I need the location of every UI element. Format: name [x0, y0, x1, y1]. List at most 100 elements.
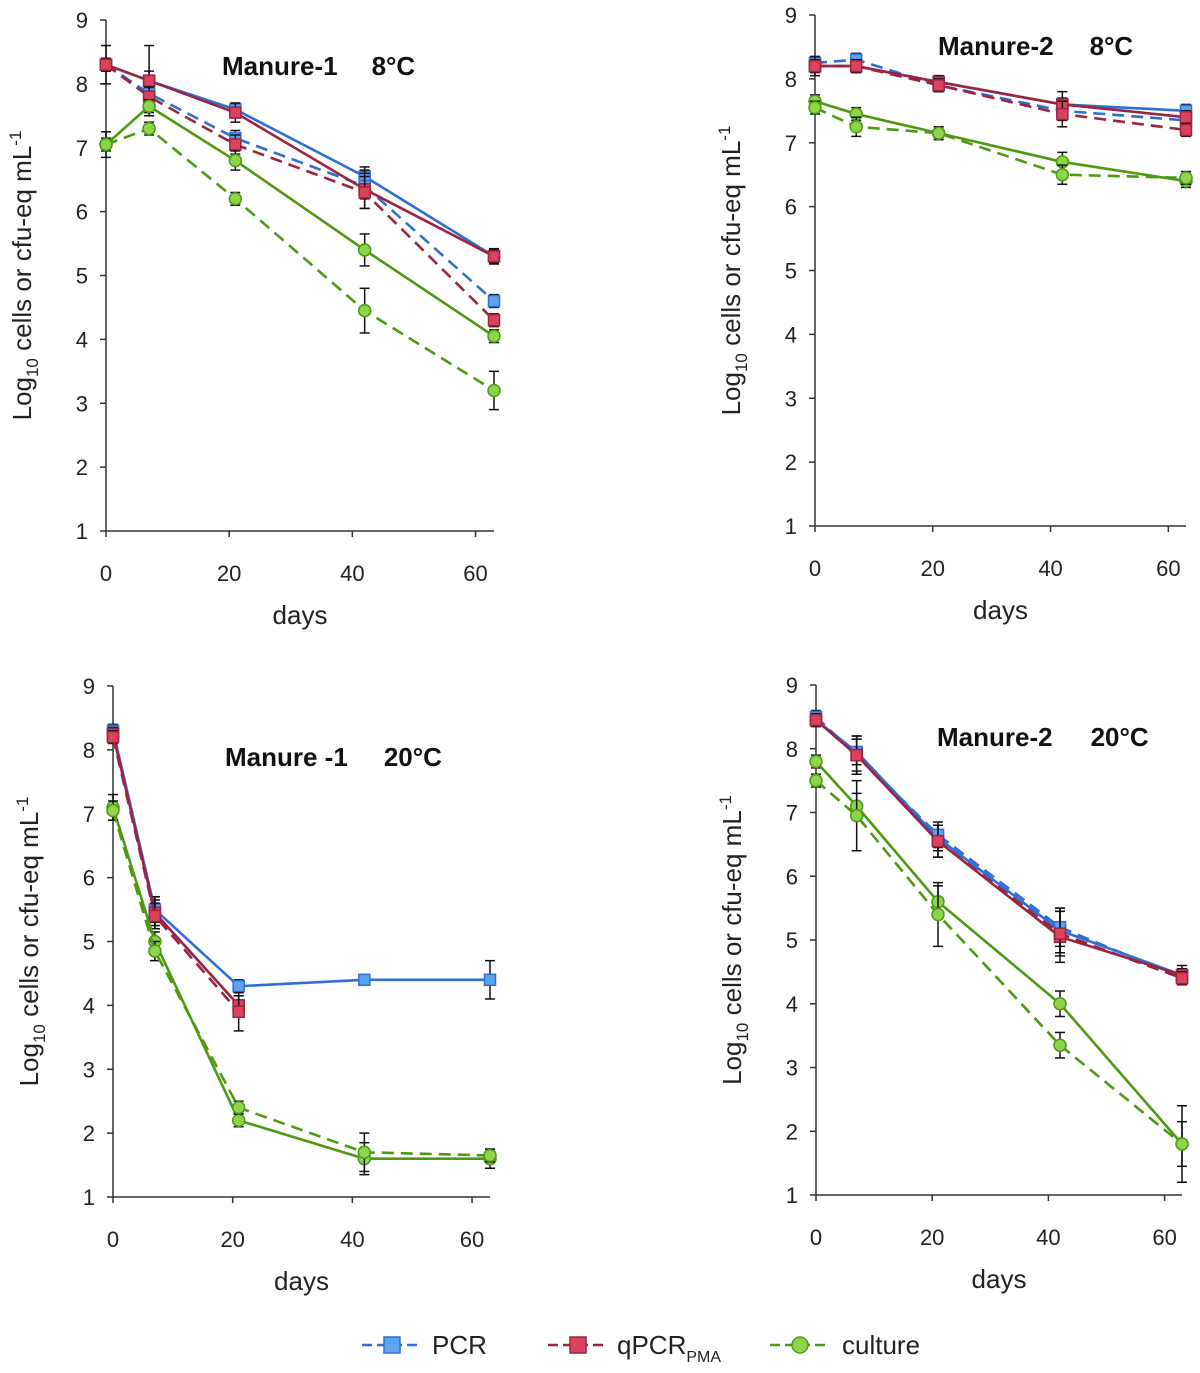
data-point [1056, 107, 1069, 121]
y-tick-label: 2 [786, 1119, 798, 1144]
series-line [815, 719, 1183, 977]
x-tick-label: 20 [920, 1225, 944, 1250]
legend-label: PCR [432, 1330, 487, 1360]
data-point [487, 294, 501, 308]
x-tick-label: 40 [340, 1227, 364, 1252]
data-point [1053, 927, 1067, 940]
series-qpcr_pma-solid [808, 55, 1193, 125]
series-line [105, 63, 495, 322]
y-tick-label: 6 [83, 866, 95, 891]
y-tick-label: 1 [83, 1185, 95, 1210]
data-point [1179, 171, 1193, 185]
data-point [483, 973, 497, 987]
y-tick-label: 6 [76, 200, 88, 225]
data-point [142, 74, 156, 87]
series-line [105, 63, 495, 258]
data-point [99, 58, 113, 71]
data-point [483, 1148, 497, 1163]
data-point [487, 383, 501, 398]
series-group [106, 723, 497, 1176]
legend-item: qPCRPMA [548, 1330, 721, 1366]
y-tick-label: 9 [83, 674, 95, 699]
data-point [142, 99, 156, 113]
data-point [932, 79, 945, 92]
data-point [808, 100, 822, 115]
series-pcr-solid [809, 712, 1189, 986]
y-tick-label: 4 [83, 993, 95, 1018]
panel-title: Manure-2 20°C [937, 722, 1149, 752]
x-axis-title: days [972, 1264, 1027, 1294]
data-point [931, 834, 945, 848]
data-point [809, 713, 823, 727]
y-tick-label: 9 [785, 3, 797, 28]
y-tick-label: 3 [786, 1056, 798, 1081]
data-point [849, 120, 863, 134]
series-qpcr_pma-dashed [106, 729, 245, 1032]
series-line [814, 58, 1187, 122]
y-tick-label: 8 [786, 737, 798, 762]
data-point [358, 973, 371, 987]
legend-label: culture [842, 1330, 920, 1360]
series-line [815, 719, 1183, 977]
x-tick-label: 20 [217, 561, 241, 586]
data-point [231, 1113, 246, 1128]
data-point [148, 944, 162, 958]
y-tick-label: 2 [76, 455, 88, 480]
y-tick-label: 3 [83, 1057, 95, 1082]
y-tick-label: 1 [785, 514, 797, 539]
legend-marker [791, 1336, 809, 1354]
data-point [487, 313, 501, 327]
y-tick-label: 9 [786, 673, 798, 698]
x-tick-label: 0 [100, 561, 112, 586]
y-tick-label: 3 [785, 386, 797, 411]
y-tick-label: 4 [76, 327, 88, 352]
series-group [809, 709, 1189, 1183]
y-tick-label: 2 [785, 450, 797, 475]
data-point [931, 126, 946, 140]
y-axis-title: Log10 cells or cfu-eq mL-1 [715, 126, 751, 416]
x-tick-label: 60 [463, 561, 487, 586]
x-tick-label: 60 [1156, 556, 1180, 581]
y-tick-label: 7 [785, 131, 797, 156]
data-point [1053, 997, 1067, 1011]
series-qpcr_pma-solid [809, 712, 1189, 983]
x-axis-title: days [273, 600, 328, 630]
data-point [849, 808, 864, 823]
data-point [357, 243, 372, 257]
series-line [105, 127, 495, 392]
data-point [229, 138, 242, 151]
data-point [1055, 167, 1070, 182]
data-point [148, 909, 162, 923]
y-tick-label: 8 [83, 738, 95, 763]
y-tick-label: 1 [786, 1183, 798, 1208]
data-point [232, 979, 245, 993]
series-group [808, 52, 1193, 189]
legend-marker [383, 1336, 401, 1354]
series-line [814, 106, 1187, 180]
data-point [1053, 1038, 1067, 1052]
chart-panel-1: 1 2 3 4 5 6 7 8 9 0 20 40 60 days Log10 cells or cfu-e… [6, 8, 501, 630]
data-point [228, 192, 243, 206]
legend-item: culture [770, 1330, 920, 1360]
x-axis-title: days [274, 1266, 329, 1296]
series-qpcr_pma-dashed [809, 712, 1189, 986]
legend-item: PCR [362, 1330, 487, 1360]
series-qpcr_pma-dashed [808, 58, 1193, 138]
y-tick-label: 5 [83, 930, 95, 955]
y-axis-title: Log10 cells or cfu-eq mL-1 [716, 795, 752, 1085]
data-point [931, 907, 945, 922]
y-axis-title: Log10 cells or cfu-eq mL-1 [6, 131, 42, 421]
series-line [815, 715, 1183, 980]
y-tick-label: 5 [785, 259, 797, 284]
data-point [487, 250, 501, 263]
x-axis-title: days [973, 595, 1028, 625]
y-tick-label: 3 [76, 391, 88, 416]
y-tick-label: 6 [785, 195, 797, 220]
legend: PCR qPCRPMA culture [362, 1330, 920, 1366]
chart-panel-2: 1 2 3 4 5 6 7 8 9 0 20 40 60 days Log10 cells or cfu-e… [715, 3, 1193, 625]
x-tick-label: 20 [220, 1227, 244, 1252]
x-tick-label: 60 [460, 1227, 484, 1252]
series-line [105, 63, 495, 303]
data-point [142, 121, 156, 136]
